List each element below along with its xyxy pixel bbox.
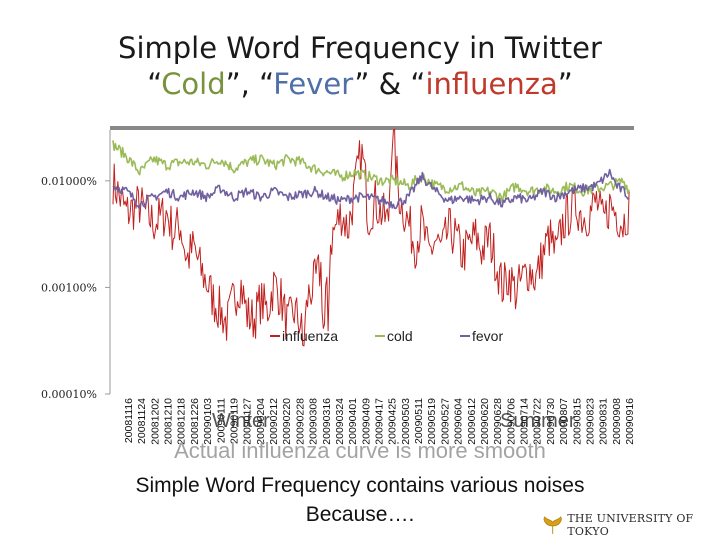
x-tick-label: 20090620 <box>479 398 491 445</box>
title-word-influenza: influenza <box>425 67 558 101</box>
caption-because: Because…. <box>305 503 415 526</box>
y-tick-label: 0.00010% <box>41 388 97 401</box>
x-tick-label: 20090831 <box>598 398 610 445</box>
x-tick-label: 20090815 <box>571 398 583 445</box>
legend: influenza cold fevor <box>270 328 503 344</box>
x-tick-label: 20090212 <box>268 398 280 445</box>
x-tick-label: 20090111 <box>215 398 227 443</box>
caption-noises: Simple Word Frequency contains various n… <box>135 474 585 497</box>
series-line-fever <box>112 168 630 210</box>
plot-top-border <box>110 126 634 130</box>
title-line-1: Simple Word Frequency in Twitter <box>118 31 602 65</box>
legend-label-influenza: influenza <box>282 328 338 344</box>
series-layer <box>112 128 630 347</box>
x-tick-label: 20090409 <box>360 398 372 445</box>
x-tick-label: 20090714 <box>519 398 531 445</box>
title-close-quote: ” <box>557 67 573 101</box>
x-tick-label: 20090316 <box>321 398 333 445</box>
x-tick-label: 20081210 <box>163 398 175 445</box>
x-tick-label: 20090228 <box>294 398 306 445</box>
x-tick-label: 20081124 <box>136 398 148 444</box>
legend-label-cold: cold <box>387 328 413 344</box>
y-ticks: 0.01000% 0.00100% 0.00010% <box>41 175 110 401</box>
series-line-cold <box>112 140 630 203</box>
title-word-fever: Fever <box>273 67 355 101</box>
x-tick-label: 20090604 <box>453 398 465 445</box>
x-ticks: 20081116 20081124 20081202 20081210 20081218… <box>123 398 636 445</box>
x-tick-label: 20090722 <box>532 398 544 445</box>
x-tick-label: 20090519 <box>426 398 438 445</box>
y-tick-label: 0.00100% <box>41 281 97 294</box>
x-tick-label: 20090823 <box>584 398 596 445</box>
x-tick-label: 20090730 <box>545 398 557 445</box>
x-tick-label: 20090425 <box>387 398 399 445</box>
x-tick-label: 20090527 <box>439 398 451 445</box>
x-tick-label: 20090204 <box>255 398 267 445</box>
x-tick-label: 20090324 <box>334 398 346 445</box>
x-tick-label: 20090103 <box>202 398 214 445</box>
y-tick-label: 0.01000% <box>41 175 97 188</box>
annotation-summer: Summer <box>500 410 576 432</box>
x-tick-label: 20090628 <box>492 398 504 445</box>
annotation-winter: Winter <box>212 410 270 432</box>
legend-label-fever: fevor <box>472 328 503 344</box>
x-tick-label: 20081226 <box>189 398 201 445</box>
caption-influenza-smooth: Actual influenza curve is more smooth <box>174 438 546 463</box>
x-tick-label: 20090119 <box>229 398 241 444</box>
x-tick-label: 20090612 <box>466 398 478 445</box>
title-separator-1: ”, “ <box>225 67 274 101</box>
logo-text: THE UNIVERSITY OF TOKYO <box>567 512 694 538</box>
x-tick-label: 20090127 <box>242 398 254 445</box>
title-line-2: “Cold”, “Fever” & “influenza” <box>0 66 720 102</box>
ginkgo-leaf-icon <box>543 516 562 534</box>
x-tick-label: 20090308 <box>308 398 320 445</box>
x-tick-label: 20081218 <box>176 398 188 445</box>
title-word-cold: Cold <box>161 67 226 101</box>
x-tick-label: 20090908 <box>611 398 623 445</box>
title-open-quote: “ <box>147 67 162 101</box>
x-tick-label: 20090706 <box>505 398 517 445</box>
x-tick-label: 20081202 <box>149 398 161 445</box>
x-tick-label: 20090503 <box>400 398 412 445</box>
x-tick-label: 20090807 <box>558 398 570 445</box>
university-logo: THE UNIVERSITY OF TOKYO <box>542 512 720 538</box>
annotations: Winter Summer <box>212 410 576 432</box>
x-tick-label: 20090417 <box>374 398 386 445</box>
x-tick-label: 20090511 <box>413 398 425 444</box>
x-tick-label: 20081116 <box>123 398 135 443</box>
x-tick-label: 20090916 <box>624 398 636 445</box>
slide-title: Simple Word Frequency in Twitter “Cold”,… <box>0 30 720 102</box>
series-line-influenza <box>112 128 630 347</box>
x-tick-label: 20090220 <box>281 398 293 445</box>
title-separator-2: ” & “ <box>354 67 426 101</box>
x-tick-label: 20090401 <box>347 398 359 445</box>
